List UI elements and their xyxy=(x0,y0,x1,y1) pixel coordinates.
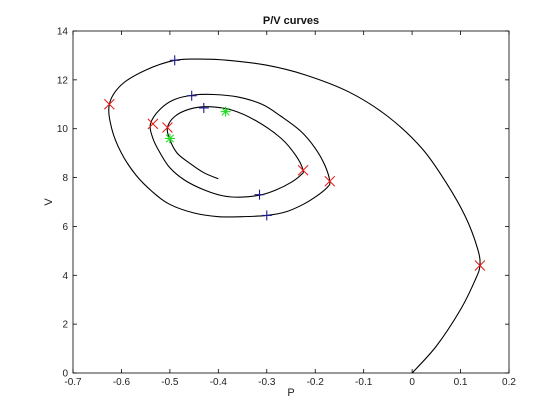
y-tick-label: 6 xyxy=(62,222,68,233)
x-tick-label: -0.7 xyxy=(64,377,82,388)
plot-frame xyxy=(72,30,510,374)
marker-plus xyxy=(254,189,265,200)
x-tick-label: 0 xyxy=(409,377,415,388)
y-tick-label: 10 xyxy=(57,124,69,135)
pv-curve xyxy=(108,58,481,374)
marker-cross xyxy=(324,175,336,187)
x-tick-label: 0.1 xyxy=(454,377,468,388)
marker-plus xyxy=(198,102,209,113)
plot-background xyxy=(73,31,509,373)
chart-title: P/V curves xyxy=(263,15,319,27)
marker-cross xyxy=(297,164,309,176)
marker-plus xyxy=(169,55,180,66)
x-tick-label: -0.4 xyxy=(210,377,228,388)
x-tick-label: -0.5 xyxy=(161,377,179,388)
marker-star xyxy=(164,133,175,144)
x-axis-label: P xyxy=(287,387,294,399)
marker-cross xyxy=(162,122,173,133)
y-tick-labels: 0 2 4 6 8 10 12 14 xyxy=(57,27,69,380)
x-tick-label: -0.6 xyxy=(113,377,131,388)
x-tick-label: 0.2 xyxy=(502,377,516,388)
marker-plus xyxy=(186,90,197,101)
x-tick-label: -0.3 xyxy=(258,377,276,388)
marker-star xyxy=(220,106,231,117)
marker-cross xyxy=(103,98,115,110)
y-axis-label: V xyxy=(43,198,55,206)
marker-cross xyxy=(147,118,159,130)
y-tick-label: 0 xyxy=(62,369,68,380)
y-tick-label: 12 xyxy=(57,75,69,86)
marker-plus xyxy=(261,210,272,221)
series-layer xyxy=(103,55,486,374)
x-tick-label: -0.2 xyxy=(307,377,325,388)
marker-cross xyxy=(474,260,486,271)
y-tick-label: 8 xyxy=(62,173,68,184)
y-tick-label: 4 xyxy=(62,271,68,282)
x-tick-labels: -0.7 -0.6 -0.5 -0.4 -0.3 -0.2 -0.1 0 0.1 0.2 xyxy=(64,377,516,388)
y-tick-label: 14 xyxy=(57,27,69,38)
y-tick-label: 2 xyxy=(62,320,68,331)
ticks-layer xyxy=(72,30,510,374)
x-tick-label: -0.1 xyxy=(355,377,373,388)
